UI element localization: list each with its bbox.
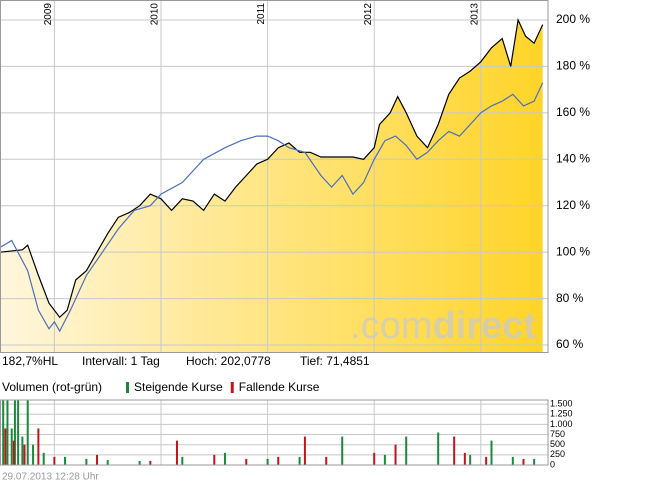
info-text: Tief: 71,4851 bbox=[300, 354, 370, 368]
plot-border bbox=[0, 0, 549, 353]
volume-bar bbox=[2, 400, 5, 465]
x-tick-label: 2010 bbox=[150, 3, 161, 26]
volume-bar bbox=[405, 436, 408, 465]
line bbox=[0, 82, 544, 333]
volume-bar bbox=[13, 400, 16, 465]
line bbox=[0, 17, 544, 319]
y-tick-label: 160 % bbox=[556, 105, 590, 119]
x-tick-label: 2013 bbox=[469, 3, 480, 26]
volume-bar bbox=[303, 436, 306, 465]
y-tick-label: 120 % bbox=[556, 198, 590, 212]
y-tick-label: 200 % bbox=[556, 12, 590, 26]
volume-bar bbox=[511, 456, 514, 465]
volume-bar bbox=[490, 440, 493, 465]
volume-bar bbox=[149, 460, 152, 465]
volume-bar bbox=[373, 452, 376, 465]
volume-bar bbox=[6, 400, 9, 465]
area bbox=[0, 20, 543, 352]
volume-bar bbox=[469, 454, 472, 465]
x-tick-label: 2009 bbox=[43, 3, 54, 26]
volume-bar bbox=[213, 454, 216, 465]
volume-bar bbox=[175, 440, 178, 465]
volume-bar bbox=[4, 428, 7, 465]
volume-bar bbox=[245, 458, 248, 465]
volume-bar bbox=[17, 400, 20, 465]
legend-swatch bbox=[126, 382, 129, 393]
x-tick-label: 2011 bbox=[256, 3, 267, 25]
y-tick-label: 60 % bbox=[556, 337, 584, 351]
volume-bar bbox=[453, 436, 456, 465]
volume-bar bbox=[383, 454, 386, 465]
volume-bar bbox=[341, 436, 344, 465]
y-tick-label: 250 bbox=[550, 449, 565, 459]
legend-label: Fallende Kurse bbox=[239, 380, 320, 394]
footer: 29.07.2013 12:28 Uhr bbox=[2, 472, 99, 483]
volume-bar bbox=[23, 444, 26, 465]
volume-bar bbox=[522, 458, 525, 465]
plot-border bbox=[0, 399, 549, 466]
volume-bar bbox=[21, 436, 24, 465]
volume-bar bbox=[96, 454, 99, 465]
volume-bar bbox=[37, 428, 40, 465]
info-text: 182,7%HL bbox=[2, 354, 58, 368]
watermark-part: direct bbox=[433, 305, 537, 347]
y-tick-label: 180 % bbox=[556, 59, 590, 73]
volume-bar bbox=[10, 428, 13, 465]
volume-bar bbox=[32, 444, 35, 465]
y-tick-label: 100 % bbox=[556, 244, 590, 258]
watermark-part: .com bbox=[350, 305, 432, 347]
volume-bar bbox=[394, 444, 397, 465]
y-tick-label: 1.000 bbox=[550, 419, 573, 429]
watermark: .comdirect bbox=[350, 305, 536, 347]
volume-bar bbox=[12, 440, 15, 465]
volume-bar bbox=[26, 400, 29, 465]
volume-bar bbox=[298, 456, 301, 465]
volume-bar bbox=[42, 452, 45, 465]
volume-bar bbox=[325, 456, 328, 465]
info-text: Hoch: 202,0778 bbox=[186, 354, 271, 368]
volume-bar bbox=[533, 458, 536, 465]
volume-title: Volumen (rot-grün) bbox=[2, 380, 102, 394]
y-tick-label: 1.500 bbox=[550, 398, 573, 408]
volume-bar bbox=[181, 456, 184, 465]
y-tick-label: 0 bbox=[550, 459, 555, 469]
legend-swatch bbox=[230, 382, 234, 393]
volume-bar bbox=[437, 432, 440, 465]
volume-bar bbox=[85, 458, 88, 465]
volume-bar bbox=[266, 458, 269, 465]
volume-bar bbox=[485, 456, 488, 465]
x-tick-label: 2012 bbox=[363, 3, 374, 26]
y-tick-label: 1.250 bbox=[550, 409, 573, 419]
y-tick-label: 750 bbox=[550, 429, 565, 439]
info-text: Intervall: 1 Tag bbox=[82, 354, 160, 368]
y-tick-label: 140 % bbox=[556, 151, 590, 165]
volume-bar bbox=[53, 456, 56, 465]
volume-bar bbox=[138, 460, 141, 465]
volume-bar bbox=[106, 460, 109, 465]
y-tick-label: 80 % bbox=[556, 291, 584, 305]
volume-bar bbox=[64, 456, 67, 465]
y-tick-label: 500 bbox=[550, 439, 565, 449]
legend-label: Steigende Kurse bbox=[134, 380, 223, 394]
volume-bar bbox=[277, 456, 280, 465]
volume-bar bbox=[223, 452, 226, 465]
volume-bar bbox=[463, 452, 466, 465]
